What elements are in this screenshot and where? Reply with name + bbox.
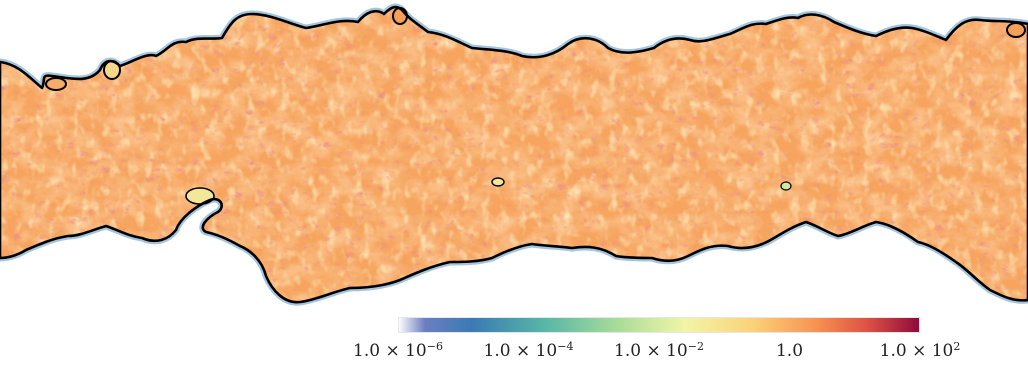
colorbar-tick-label: 1.0: [776, 341, 803, 361]
colorbar-tick-label: 1.0 × 10−6: [353, 341, 443, 361]
tick-exponent: 2: [953, 340, 961, 353]
tick-base: 1.0 × 10: [483, 341, 558, 361]
tick-base: 1.0 × 10: [614, 341, 688, 361]
tick-exponent: −4: [557, 340, 574, 353]
tick-base: 1.0 × 10: [353, 341, 427, 361]
tick-base: 1.0 × 10: [879, 341, 954, 361]
tick-exponent: −2: [687, 340, 704, 353]
colorbar-gradient: [398, 317, 920, 333]
turbulent-jet-field: [0, 0, 1028, 315]
tick-exponent: −6: [426, 340, 443, 353]
colorbar: 1.0 × 10−6 1.0 × 10−4 1.0 × 10−2 1.0 1.0 × 1…: [353, 317, 960, 367]
colorbar-tick-label: 1.0 × 10−2: [614, 341, 704, 361]
tick-base: 1.0: [775, 341, 804, 361]
colorbar-tick-label: 1.0 × 10−4: [484, 341, 574, 361]
colorbar-tick-label: 1.0 × 102: [880, 341, 961, 361]
jet-interior: [0, 7, 1028, 303]
